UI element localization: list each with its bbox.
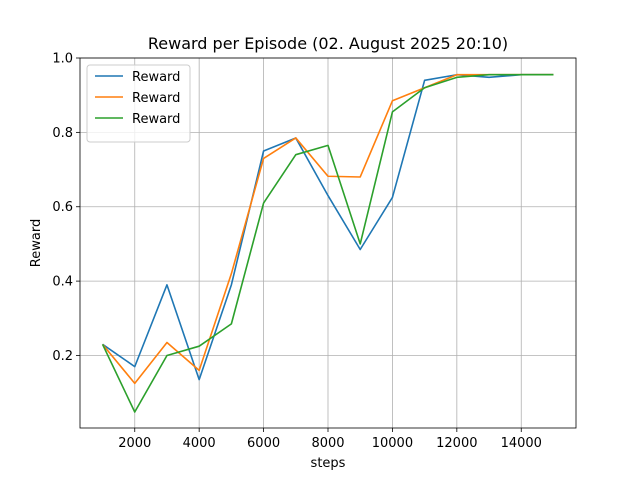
- y-tick-label: 0.8: [52, 126, 73, 141]
- x-tick-label: 8000: [311, 436, 344, 451]
- y-tick-label: 1.0: [52, 52, 73, 67]
- x-tick-label: 6000: [247, 436, 280, 451]
- legend: Reward Reward Reward: [86, 64, 191, 143]
- legend-box: [86, 64, 191, 143]
- x-tick-label: 14000: [501, 436, 542, 451]
- y-tick-label: 0.6: [52, 200, 73, 215]
- x-tick-label: 12000: [436, 436, 477, 451]
- x-tick-label: 2000: [118, 436, 151, 451]
- legend-label-3: Reward: [132, 112, 180, 127]
- x-tick-label: 10000: [372, 436, 413, 451]
- series-line-1: [102, 73, 554, 381]
- y-axis-ticks: 0.2 0.4 0.6 0.8 1.0: [52, 52, 80, 364]
- y-tick-label: 0.2: [52, 349, 73, 364]
- y-tick-label: 0.4: [52, 275, 73, 290]
- series-layer: [101, 73, 554, 413]
- x-tick-label: 4000: [183, 436, 216, 451]
- x-axis-label: steps: [311, 456, 346, 471]
- series-line-3: [101, 73, 554, 413]
- legend-label-1: Reward: [132, 70, 180, 85]
- y-axis-label: Reward: [29, 219, 44, 267]
- chart-title: Reward per Episode (02. August 2025 20:1…: [148, 34, 508, 53]
- x-axis-ticks: 2000 4000 6000 8000 10000 12000 14000: [118, 428, 542, 451]
- legend-label-2: Reward: [132, 91, 180, 106]
